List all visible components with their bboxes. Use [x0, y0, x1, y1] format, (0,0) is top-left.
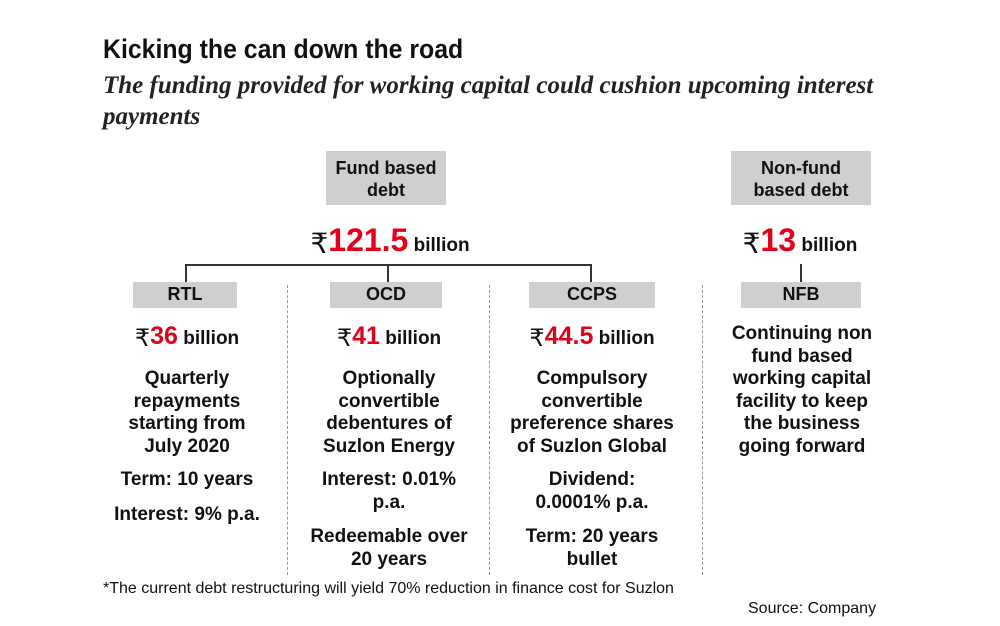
desc-line: working capital — [732, 368, 872, 389]
desc-line: the business — [743, 413, 861, 434]
note-line: Dividend: — [548, 469, 636, 490]
desc-line: Continuing non — [731, 323, 873, 344]
ocd-amount: ₹41 billion — [289, 322, 489, 353]
page-title: Kicking the can down the road — [103, 34, 464, 64]
desc-line: Suzlon Energy — [323, 435, 455, 457]
note-line: p.a. — [372, 491, 406, 513]
desc-line: of Suzlon Global — [517, 435, 667, 457]
fund-based-amount-value: 121.5 — [328, 222, 409, 258]
desc-line: fund based — [751, 345, 853, 367]
note-line: 20 years — [350, 548, 428, 570]
ccps-amount-value: 44.5 — [544, 322, 594, 350]
non-fund-amount-unit: billion — [801, 235, 858, 256]
non-fund-amount-value: 13 — [760, 222, 797, 258]
note-line: Redeemable over — [310, 526, 468, 547]
note-line: Term: 10 years — [120, 469, 254, 490]
tag-nfb: NFB — [741, 282, 861, 308]
ccps-amount: ₹44.5 billion — [492, 322, 692, 353]
rtl-interest: Interest: 9% p.a. — [87, 504, 287, 527]
rupee-icon: ₹ — [134, 325, 151, 352]
rupee-icon: ₹ — [529, 325, 545, 352]
note-line: bullet — [566, 548, 618, 570]
desc-line: preference shares — [510, 413, 674, 434]
source-credit: Source: Company — [748, 600, 877, 617]
footnote: *The current debt restructuring will yie… — [103, 580, 674, 597]
note-line: 0.0001% p.a. — [535, 491, 649, 513]
connector-rtl — [185, 264, 187, 283]
rtl-amount-unit: billion — [183, 328, 240, 349]
desc-line: debentures of — [326, 413, 452, 434]
page-subtitle: The funding provided for working capital… — [103, 72, 874, 130]
fund-based-debt-box: Fund based debt — [326, 151, 446, 205]
desc-line: Compulsory — [536, 368, 648, 389]
nfb-description: Continuing non fund based working capita… — [702, 323, 902, 458]
non-fund-label-line1: Non-fund — [761, 158, 841, 178]
note-line: Interest: 0.01% — [321, 469, 457, 490]
ccps-term: Term: 20 years bullet — [492, 526, 692, 571]
desc-line: convertible — [541, 390, 643, 412]
rupee-icon: ₹ — [336, 325, 353, 352]
rupee-icon: ₹ — [742, 228, 761, 259]
desc-line: repayments — [133, 390, 241, 412]
desc-line: starting from — [128, 413, 246, 434]
desc-line: convertible — [338, 390, 440, 412]
desc-line: going forward — [738, 435, 866, 457]
tag-ccps: CCPS — [529, 282, 655, 308]
non-fund-label-line2: based debt — [753, 180, 849, 200]
desc-line: July 2020 — [144, 435, 230, 457]
ccps-description: Compulsory convertible preference shares… — [492, 368, 692, 458]
rtl-amount-value: 36 — [150, 322, 178, 350]
non-fund-based-amount: ₹13 billion — [700, 222, 900, 260]
fund-based-label-line1: Fund based — [335, 158, 437, 178]
column-divider — [287, 285, 288, 575]
ocd-description: Optionally convertible debentures of Suz… — [289, 368, 489, 458]
tag-ocd: OCD — [330, 282, 442, 308]
rtl-description: Quarterly repayments starting from July … — [87, 368, 287, 458]
ocd-redemption: Redeemable over 20 years — [289, 526, 489, 571]
column-divider — [489, 285, 490, 575]
non-fund-based-debt-box: Non-fund based debt — [731, 151, 871, 205]
ocd-amount-unit: billion — [385, 328, 442, 349]
rtl-amount: ₹36 billion — [87, 322, 287, 353]
connector-ocd — [387, 264, 389, 283]
note-line: Term: 20 years — [525, 526, 659, 547]
desc-line: Quarterly — [144, 368, 230, 389]
rtl-term: Term: 10 years — [87, 469, 287, 492]
rupee-icon: ₹ — [310, 228, 329, 259]
ccps-amount-unit: billion — [598, 328, 655, 349]
desc-line: facility to keep — [736, 390, 868, 412]
ocd-interest: Interest: 0.01% p.a. — [289, 469, 489, 514]
column-divider — [702, 285, 703, 575]
fund-based-amount: ₹121.5 billion — [290, 222, 490, 260]
ccps-dividend: Dividend: 0.0001% p.a. — [492, 469, 692, 514]
tag-rtl: RTL — [133, 282, 237, 308]
note-line: Interest: 9% p.a. — [114, 504, 260, 525]
connector-nfb — [800, 264, 802, 283]
connector-ccps — [590, 264, 592, 283]
ocd-amount-value: 41 — [352, 322, 380, 350]
fund-based-amount-unit: billion — [413, 235, 470, 256]
desc-line: Optionally — [342, 368, 436, 389]
fund-based-label-line2: debt — [367, 180, 405, 200]
